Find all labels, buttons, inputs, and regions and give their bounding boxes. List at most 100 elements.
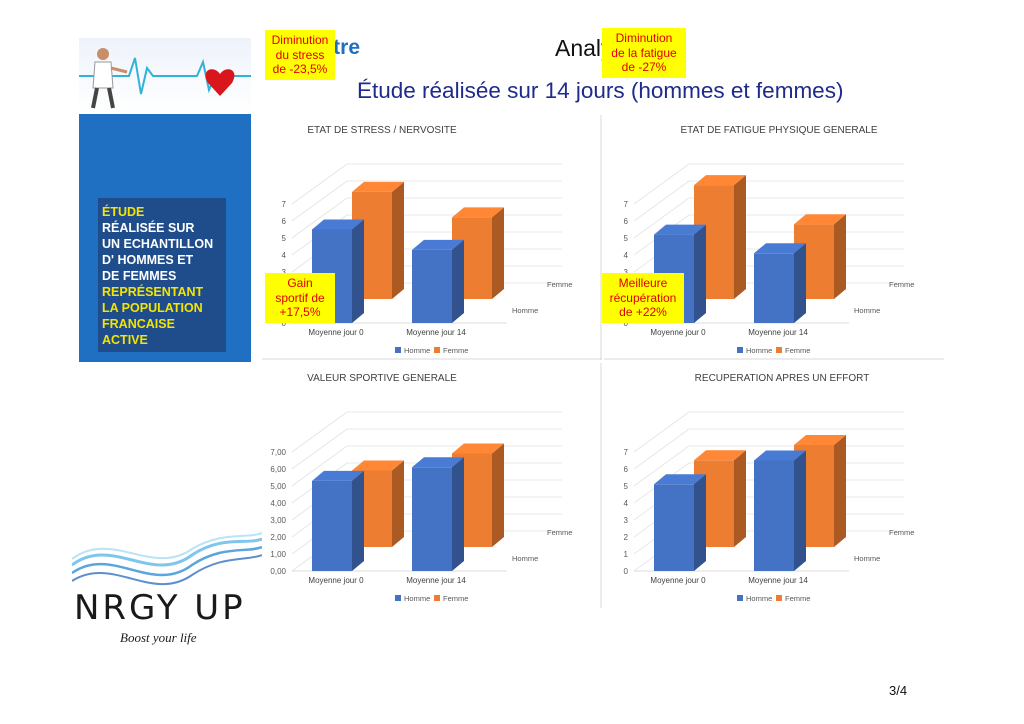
- bar-top: [452, 443, 504, 454]
- charts-area: ETAT DE STRESS / NERVOSITE 0 1 2 3 4 5 6 7 Moyenn…: [262, 28, 950, 610]
- x-tick-label: Moyenne jour 14: [748, 576, 808, 585]
- gridline: [633, 428, 690, 470]
- x-tick-label: Moyenne jour 0: [650, 328, 706, 337]
- sidebar-line: UN ECHANTILLON: [102, 237, 214, 251]
- y-tick-label: 6,00: [270, 465, 286, 474]
- legend-swatch-homme: [737, 595, 743, 601]
- y-tick-label: 4,00: [270, 499, 286, 508]
- callout-line: récupération: [609, 290, 677, 305]
- depth-label: Homme: [512, 306, 538, 315]
- legend-item-homme: Homme: [404, 346, 430, 355]
- legend-swatch-homme: [737, 347, 743, 353]
- gridline: [291, 411, 348, 453]
- callout-line: Diminution: [271, 33, 329, 47]
- callout-line: du stress: [275, 47, 325, 62]
- chart-panel: ETAT DE STRESS / NERVOSITE01234567Moyenn…: [262, 115, 602, 360]
- y-tick-label: 0: [624, 319, 629, 328]
- y-tick-label: 2,00: [270, 533, 286, 542]
- bar-top: [694, 175, 746, 186]
- gridline: [633, 197, 690, 239]
- y-tick-label: 1,00: [270, 550, 286, 559]
- callout-line: sportif de: [275, 290, 325, 305]
- y-tick-label: 4: [282, 251, 287, 260]
- y-tick-label: 3: [282, 268, 287, 277]
- legend-item-femme: Femme: [443, 594, 468, 603]
- sidebar-study-text: ÉTUDE RÉALISÉE SUR UN ECHANTILLON D' HOM…: [98, 198, 226, 352]
- doctor-heartbeat-image: [79, 38, 251, 114]
- page-subtitle: Étude réalisée sur 14 jours (hommes et f…: [357, 78, 844, 103]
- chart-title: ETAT DE STRESS / NERVOSITE: [307, 125, 457, 136]
- bar-side: [392, 181, 404, 299]
- bar-top: [412, 457, 464, 468]
- bar-front: [754, 460, 794, 571]
- gridline: [291, 428, 348, 470]
- sidebar-line: ACTIVE: [102, 333, 148, 347]
- bar-side: [734, 175, 746, 299]
- depth-label: Femme: [547, 528, 572, 537]
- gridline: [291, 180, 348, 222]
- bar-top: [754, 243, 806, 254]
- chart-panel: ETAT DE FATIGUE PHYSIQUE GENERALE0123456…: [604, 115, 944, 360]
- heart-icon: [205, 69, 235, 96]
- bar-femme: [794, 214, 846, 299]
- sidebar-line: D' HOMMES ET: [102, 253, 194, 267]
- y-tick-label: 0,00: [270, 567, 286, 576]
- legend-swatch-femme: [776, 347, 782, 353]
- gridline: [291, 197, 348, 239]
- y-tick-label: 5: [624, 234, 629, 243]
- bar-chart: VALEUR SPORTIVE GENERALE 0,00 1,00 2,00 3,00…: [270, 363, 602, 608]
- bar-top: [412, 239, 464, 250]
- bar-chart: RECUPERATION APRES UN EFFORT 0 1 2 3 4 5 6 7 Moye…: [624, 373, 915, 603]
- depth-label: Femme: [889, 528, 914, 537]
- bar-side: [352, 470, 364, 571]
- depth-label: Femme: [889, 280, 914, 289]
- chart-panel: VALEUR SPORTIVE GENERALE 0,00 1,00 2,00 3,00…: [262, 363, 602, 608]
- y-tick-label: 5: [624, 482, 629, 491]
- sidebar-line: FRANCAISE: [102, 317, 175, 331]
- y-tick-label: 2: [624, 533, 629, 542]
- gridline: [291, 445, 348, 487]
- chart-title: ETAT DE FATIGUE PHYSIQUE GENERALE: [680, 125, 877, 136]
- x-tick-label: Moyenne jour 14: [748, 328, 808, 337]
- legend-item-homme: Homme: [746, 594, 772, 603]
- y-tick-label: 6: [624, 217, 629, 226]
- bar-top: [312, 219, 364, 230]
- bar-side: [794, 243, 806, 323]
- depth-label: Femme: [547, 280, 572, 289]
- legend-swatch-homme: [395, 595, 401, 601]
- bar-side: [734, 450, 746, 547]
- callout-line: de -27%: [621, 60, 667, 74]
- y-tick-label: 7: [624, 448, 629, 457]
- bar-top: [312, 470, 364, 481]
- bar-front: [754, 253, 794, 323]
- y-tick-label: 3: [624, 268, 629, 277]
- legend-item-homme: Homme: [746, 346, 772, 355]
- chart-callout: Meilleure récupération de +22%: [602, 273, 684, 323]
- bar-side: [452, 239, 464, 323]
- y-tick-label: 3,00: [270, 516, 286, 525]
- chart-callout: Diminution du stress de -23,5%: [265, 30, 335, 80]
- chart-callout: Diminution de la fatigue de -27%: [602, 28, 686, 78]
- x-tick-label: Moyenne jour 0: [308, 328, 364, 337]
- callout-line: Diminution: [615, 31, 673, 45]
- bar-top: [352, 181, 404, 192]
- bar-front: [412, 467, 452, 571]
- callout-line: Meilleure: [618, 276, 668, 290]
- gridline: [633, 411, 690, 453]
- bar-side: [492, 443, 504, 547]
- bar-top: [654, 474, 706, 485]
- doctor-coat-icon: [92, 61, 114, 89]
- bar-side: [834, 214, 846, 299]
- doctor-head-icon: [97, 48, 109, 60]
- x-tick-label: Moyenne jour 0: [650, 576, 706, 585]
- y-tick-label: 4: [624, 499, 629, 508]
- bar-homme: [412, 457, 464, 571]
- y-tick-label: 6: [624, 465, 629, 474]
- logo-tagline: Boost your life: [120, 630, 197, 645]
- chart-title: VALEUR SPORTIVE GENERALE: [307, 373, 457, 384]
- sidebar-line: LA POPULATION: [102, 301, 203, 315]
- bar-front: [412, 249, 452, 323]
- bar-homme: [754, 243, 806, 323]
- gridline: [633, 163, 690, 205]
- bar-side: [352, 219, 364, 323]
